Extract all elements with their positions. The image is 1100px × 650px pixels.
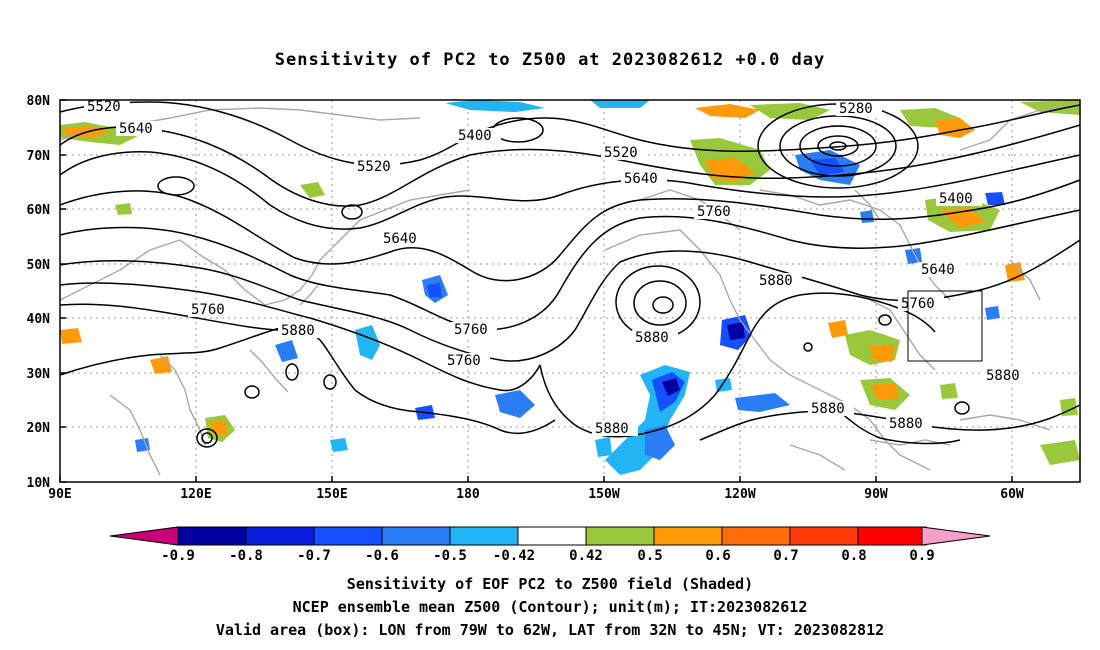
svg-text:0.8: 0.8 [841,548,866,564]
svg-text:5880: 5880 [986,368,1020,384]
svg-text:5760: 5760 [454,322,488,338]
svg-text:60W: 60W [1000,487,1024,502]
colorbar-box [653,526,723,546]
svg-text:-0.8: -0.8 [229,548,263,564]
svg-text:5760: 5760 [697,204,731,220]
map-title: Sensitivity of PC2 to Z500 at 2023082612… [274,50,826,70]
svg-text:5640: 5640 [383,231,417,247]
svg-text:150W: 150W [588,487,619,502]
svg-text:5760: 5760 [447,353,481,369]
contour-labels: 5520 5640 5400 5520 5280 5520 5640 5760 … [87,99,1020,437]
svg-text:5520: 5520 [604,145,638,161]
colorbar-under-arrow [109,526,179,546]
colorbar-box [857,526,927,546]
longitude-labels: 90E 120E 150E 180 150W 120W 90W 60W [48,487,1024,502]
svg-text:-0.6: -0.6 [365,548,399,564]
svg-text:5760: 5760 [901,296,935,312]
svg-text:70N: 70N [27,149,51,164]
svg-text:5520: 5520 [357,159,391,175]
svg-text:180: 180 [456,487,480,502]
colorbar-boxes [177,526,927,546]
caption-shaded: Sensitivity of EOF PC2 to Z500 field (Sh… [346,575,754,593]
svg-text:5880: 5880 [811,401,845,417]
axis-ticks [59,99,1013,483]
caption-valid-area: Valid area (box): LON from 79W to 62W, L… [215,621,885,639]
svg-text:5640: 5640 [921,262,955,278]
svg-text:20N: 20N [27,421,51,436]
svg-text:5880: 5880 [595,421,629,437]
colorbar-box [381,526,451,546]
contour-label-boxes [84,99,1029,436]
svg-text:90W: 90W [864,487,888,502]
svg-text:5640: 5640 [624,171,658,187]
svg-text:5880: 5880 [759,273,793,289]
colorbar-box [245,526,315,546]
svg-text:0.6: 0.6 [705,548,730,564]
colorbar-box [517,526,587,546]
latitude-labels: 80N 70N 60N 50N 40N 30N 20N 10N [27,94,51,491]
svg-text:5400: 5400 [458,128,492,144]
svg-text:5640: 5640 [119,121,153,137]
svg-text:5400: 5400 [939,191,973,207]
svg-text:80N: 80N [27,94,51,109]
colorbar-box [177,526,247,546]
svg-text:120W: 120W [724,487,755,502]
svg-text:60N: 60N [27,203,51,218]
svg-text:0.42: 0.42 [569,548,603,564]
svg-text:0.9: 0.9 [909,548,934,564]
svg-text:5880: 5880 [635,330,669,346]
svg-text:-0.5: -0.5 [433,548,467,564]
colorbar-labels: -0.9 -0.8 -0.7 -0.6 -0.5 -0.42 0.42 0.5 … [161,548,935,564]
valid-area-box [907,290,983,362]
svg-text:5760: 5760 [191,302,225,318]
svg-text:5280: 5280 [839,101,873,117]
svg-text:120E: 120E [180,487,211,502]
svg-text:-0.7: -0.7 [297,548,331,564]
colorbar-box [585,526,655,546]
svg-text:5880: 5880 [889,416,923,432]
svg-text:-0.42: -0.42 [493,548,535,564]
svg-text:90E: 90E [48,487,71,502]
svg-text:0.5: 0.5 [637,548,662,564]
z500-contours [59,101,1081,448]
colorbar-box [449,526,519,546]
svg-text:40N: 40N [27,312,51,327]
svg-text:-0.9: -0.9 [161,548,195,564]
negative-sensitivity-patches [135,100,1005,475]
map-frame [59,99,1081,483]
svg-text:50N: 50N [27,258,51,273]
colorbar-box [789,526,859,546]
colorbar-over-arrow [921,526,991,546]
svg-text:5520: 5520 [87,99,121,115]
svg-text:5880: 5880 [281,323,315,339]
colorbar-box [721,526,791,546]
colorbar: -0.9 -0.8 -0.7 -0.6 -0.5 -0.42 0.42 0.5 … [109,526,991,564]
svg-text:150E: 150E [316,487,347,502]
caption-contour: NCEP ensemble mean Z500 (Contour); unit(… [292,598,808,616]
svg-text:0.7: 0.7 [773,548,798,564]
svg-text:10N: 10N [27,476,51,491]
svg-text:30N: 30N [27,367,51,382]
colorbar-box [313,526,383,546]
